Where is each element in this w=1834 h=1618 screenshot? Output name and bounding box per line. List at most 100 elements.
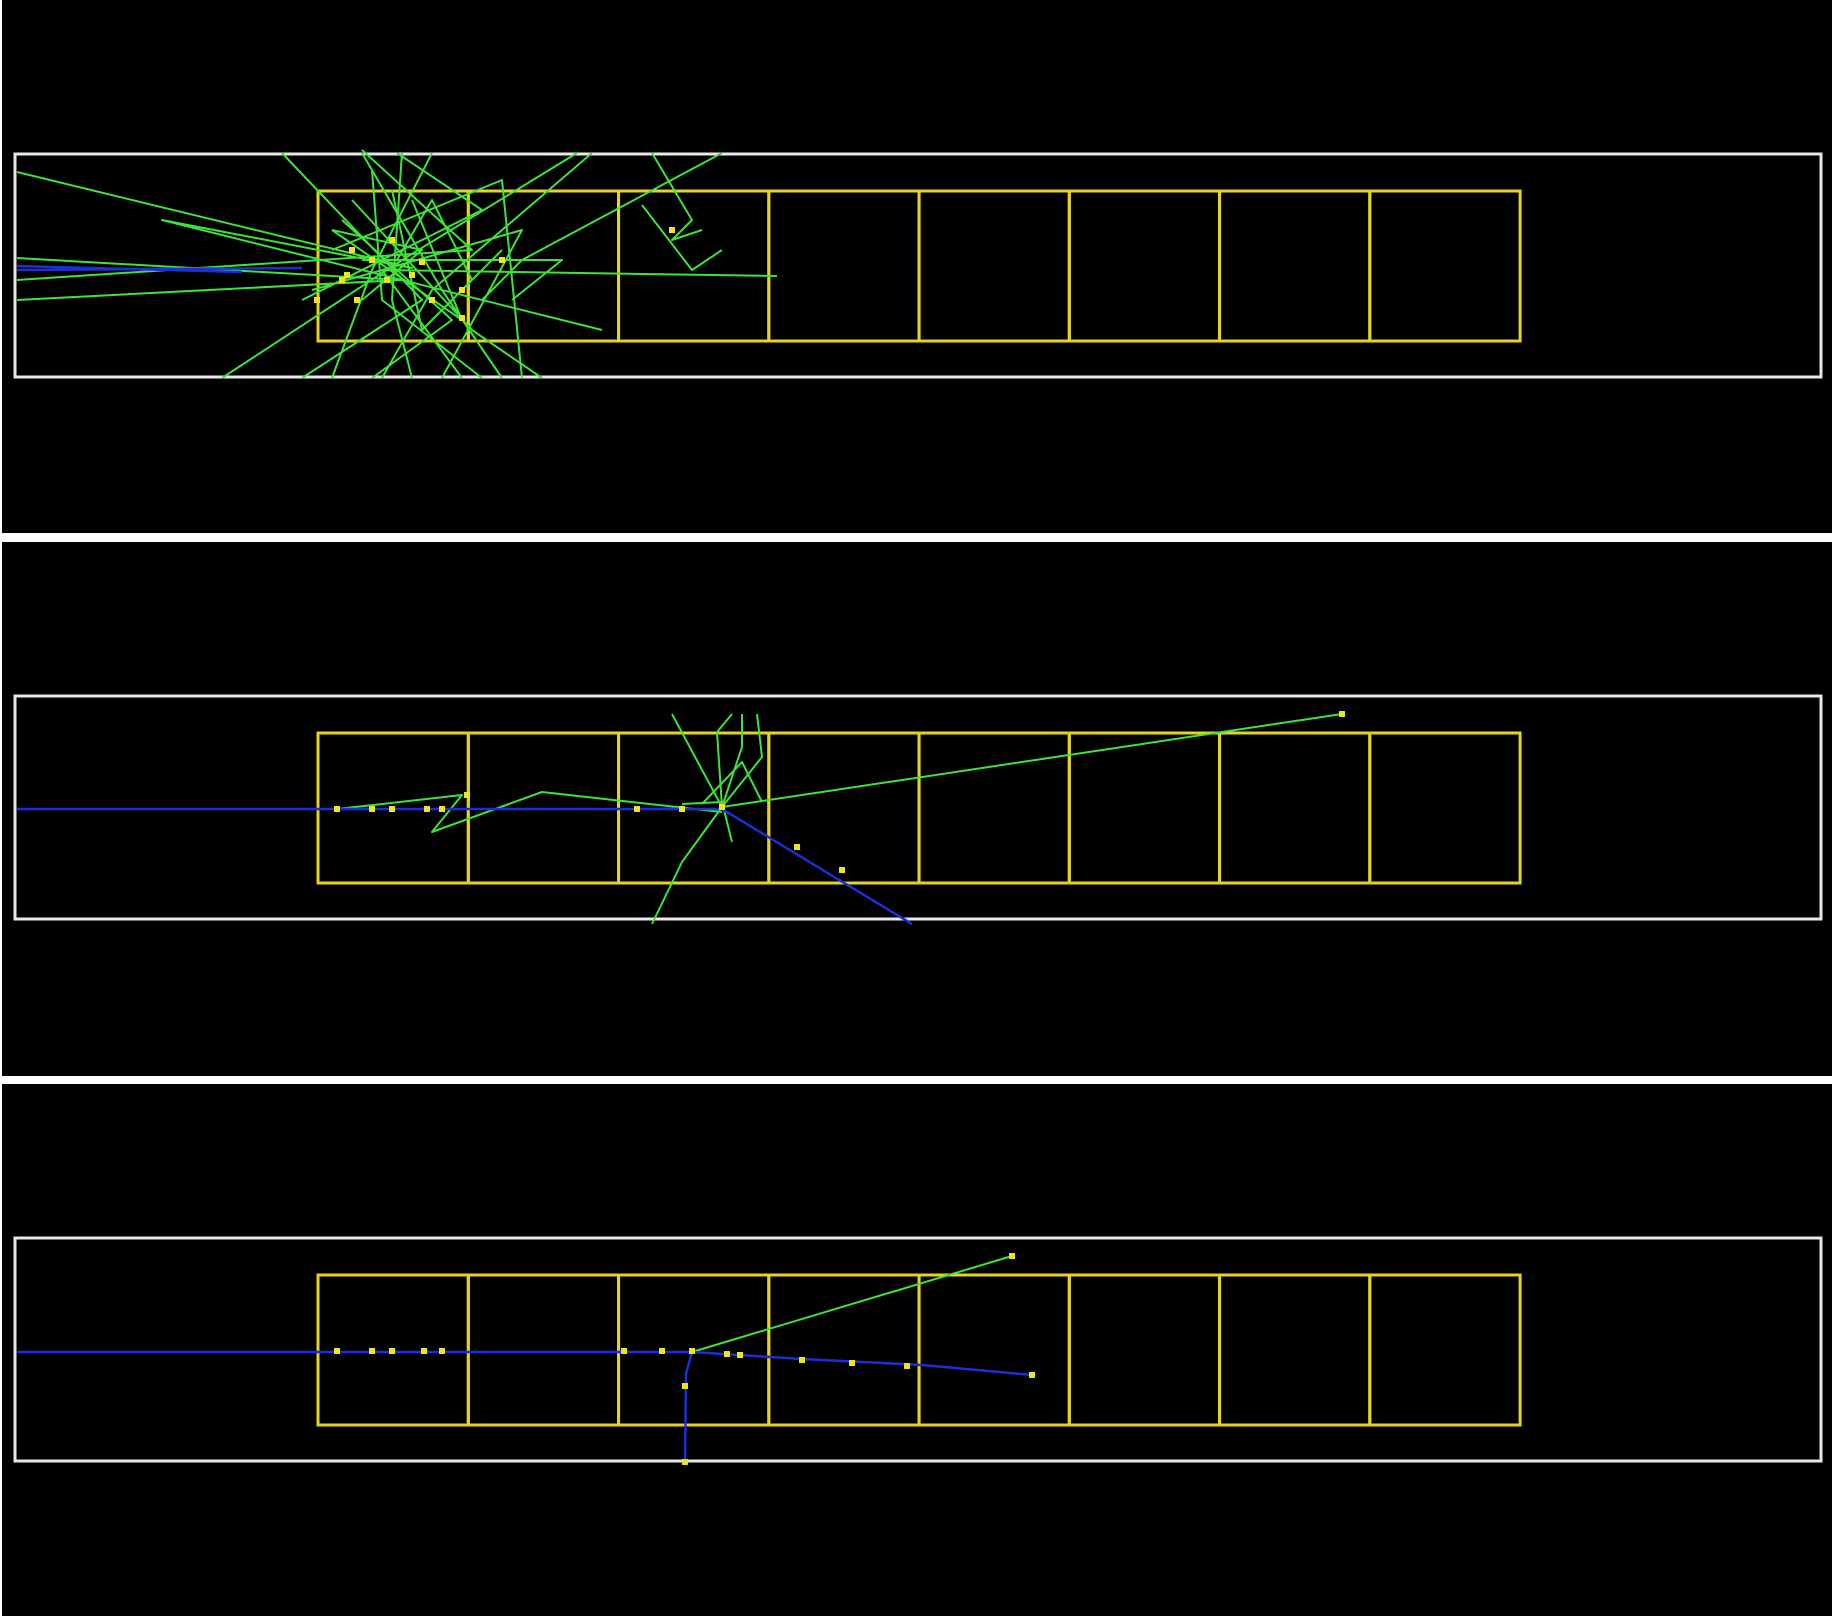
- primary-track: [17, 1350, 1033, 1377]
- secondary-track: [331, 152, 433, 379]
- detector-cell-7: [1218, 1273, 1372, 1427]
- hit-marker: [344, 272, 350, 278]
- secondary-track: [716, 713, 733, 808]
- detector-cell-4: [767, 189, 921, 343]
- hit-marker: [419, 259, 425, 265]
- hit-marker: [679, 806, 685, 812]
- detector-cell-5: [917, 1273, 1071, 1427]
- hit-marker: [682, 1383, 688, 1389]
- hit-marker: [314, 297, 320, 303]
- hit-marker: [794, 844, 800, 850]
- event-panel-3: [2, 1084, 1832, 1616]
- secondary-track: [701, 761, 763, 805]
- secondary-track: [391, 152, 413, 379]
- hit-marker: [659, 1348, 665, 1354]
- secondary-track: [331, 179, 523, 379]
- secondary-track: [371, 169, 483, 379]
- secondary-track: [396, 199, 473, 281]
- secondary-track: [721, 714, 743, 808]
- secondary-track: [641, 204, 723, 271]
- hit-marker: [389, 806, 395, 812]
- hit-marker: [499, 257, 505, 263]
- secondary-track: [301, 152, 483, 301]
- detector-cell-6: [1067, 731, 1222, 885]
- secondary-track: [362, 259, 563, 301]
- secondary-track: [681, 801, 733, 843]
- secondary-track: [721, 713, 763, 808]
- detector-cell-7: [1218, 189, 1372, 343]
- primary-track: [17, 807, 913, 926]
- hit-marker: [439, 806, 445, 812]
- hit-marker: [689, 1348, 695, 1354]
- detector-cell-5: [917, 189, 1071, 343]
- hit-marker: [429, 297, 435, 303]
- secondary-track: [16, 171, 603, 331]
- hit-marker: [424, 806, 430, 812]
- secondary-track: [331, 229, 423, 301]
- hit-marker: [421, 1348, 427, 1354]
- detector-cell-6: [1067, 1273, 1222, 1427]
- primary-track: [683, 1351, 694, 1465]
- event-2-canvas: [13, 694, 1823, 926]
- detector-cell-8: [1368, 1273, 1522, 1427]
- detector-cell-4: [767, 731, 921, 885]
- event-3-canvas: [13, 1236, 1823, 1465]
- hit-marker: [389, 237, 395, 243]
- secondary-track: [651, 152, 703, 241]
- hit-marker: [904, 1363, 910, 1369]
- hit-marker: [349, 247, 355, 253]
- hit-marker: [409, 272, 415, 278]
- hit-marker: [439, 1348, 445, 1354]
- world-volume-outline: [13, 1236, 1823, 1463]
- hit-marker: [634, 806, 640, 812]
- hit-marker: [459, 287, 465, 293]
- hit-marker: [459, 315, 465, 321]
- hit-marker: [669, 227, 675, 233]
- secondary-track: [691, 1255, 1013, 1353]
- hit-marker: [737, 1352, 743, 1358]
- hit-marker: [724, 1351, 730, 1357]
- hit-marker: [334, 806, 340, 812]
- secondary-track: [336, 791, 723, 833]
- hit-marker: [464, 792, 470, 798]
- hit-marker: [1029, 1372, 1035, 1378]
- detector-cell-3: [617, 189, 771, 343]
- hit-marker: [339, 277, 345, 283]
- hit-marker: [389, 1348, 395, 1354]
- hit-marker: [799, 1357, 805, 1363]
- hit-marker: [621, 1348, 627, 1354]
- hit-marker: [849, 1360, 855, 1366]
- detector-cell-5: [917, 731, 1071, 885]
- secondary-track: [381, 152, 593, 379]
- event-1-canvas: [13, 149, 1823, 379]
- hit-marker: [369, 1348, 375, 1354]
- detector-cell-4: [767, 1273, 921, 1427]
- hit-marker: [1339, 711, 1345, 717]
- secondary-track: [651, 806, 723, 925]
- secondary-track: [721, 713, 1343, 808]
- detector-cell-8: [1368, 731, 1522, 885]
- detector-cell-2: [466, 1273, 621, 1427]
- secondary-track: [311, 229, 523, 379]
- world-volume-outline: [13, 152, 1823, 379]
- world-volume-outline: [13, 694, 1823, 921]
- hit-marker: [369, 806, 375, 812]
- detector-cell-2: [466, 189, 621, 343]
- hit-marker: [682, 1459, 688, 1465]
- detector-cell-6: [1067, 189, 1222, 343]
- primary-track: [16, 264, 243, 274]
- detector-cell-8: [1368, 189, 1522, 343]
- detector-cell-7: [1218, 731, 1372, 885]
- hit-marker: [1009, 1253, 1015, 1259]
- event-panel-2: [2, 542, 1832, 1076]
- hit-marker: [334, 1348, 340, 1354]
- secondary-track: [361, 152, 503, 379]
- secondary-track: [671, 713, 723, 808]
- hit-marker: [354, 297, 360, 303]
- hit-marker: [719, 804, 725, 810]
- hit-marker: [384, 277, 390, 283]
- event-panel-1: [2, 0, 1832, 533]
- hit-marker: [369, 257, 375, 263]
- hit-marker: [839, 867, 845, 873]
